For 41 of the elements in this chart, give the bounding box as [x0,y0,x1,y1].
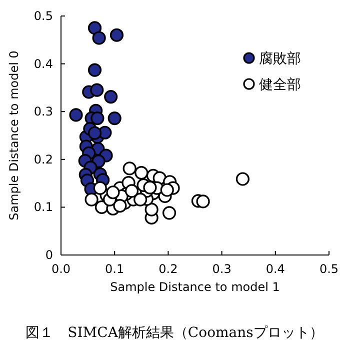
point [90,83,104,97]
x-tick-label: 0.1 [105,262,124,276]
point [92,31,106,45]
x-tick-label: 0.3 [212,262,232,276]
point [134,166,148,180]
x-tick-label: 0.4 [266,262,285,276]
y-tick-label: 0.5 [34,9,53,23]
y-tick-label: 0.3 [34,104,53,119]
x-tick-label: 0.0 [51,262,71,276]
y-tick-label: 0.1 [34,200,53,214]
point [124,184,139,198]
text: 図１ SIMCA解析結果（Coomansプロット） [26,325,324,341]
point [104,90,118,104]
point [108,111,122,126]
x-tick-label: 0.2 [158,262,178,276]
legend-label: 腐敗部 [259,51,301,67]
point [196,194,210,208]
point [69,108,83,122]
point [113,198,127,213]
point [162,206,176,220]
point [88,63,102,77]
point [88,21,102,35]
y-tick-label: 0.2 [34,152,53,166]
point [90,111,104,126]
point [93,181,107,195]
y-tick-label: 0.4 [34,56,53,71]
point [236,172,250,186]
point [134,192,148,206]
legend-label: 健全部 [259,77,301,93]
y-tick-label: 0 [45,248,53,262]
point [122,162,136,176]
point [143,180,157,194]
point [110,28,124,42]
point [88,126,102,140]
x-tick-label: 0.5 [319,262,339,276]
x-axis-title: Sample Distance to model 1 [110,280,280,294]
point [106,186,120,200]
y-axis-title: Sample Distance to model 0 [7,50,21,220]
point [144,202,158,216]
point [84,192,98,206]
point [160,183,174,197]
